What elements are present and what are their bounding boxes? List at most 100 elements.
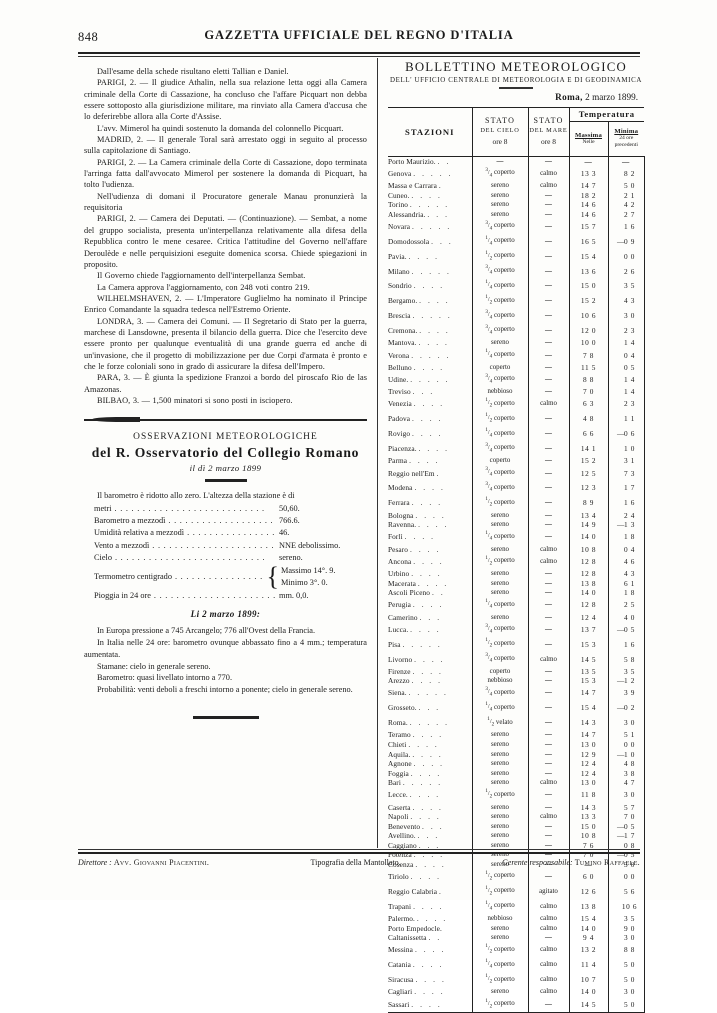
cell-stato-cielo: 3/4 coperto: [471, 622, 528, 637]
section-end-rule: [192, 715, 259, 719]
cell-stato-cielo: 1/4 coperto: [471, 899, 528, 915]
cell-stato-mare: calmo: [527, 957, 569, 973]
cell-station: Milano . . . . .: [388, 264, 472, 279]
cell-station: Treviso . . .: [388, 387, 472, 397]
cell-temperatura-minima: —0 6: [607, 426, 645, 442]
cell-temperatura-massima: 12 4: [568, 612, 608, 623]
cell-temperatura-minima: 1 8: [607, 588, 645, 598]
station-name: Bari: [388, 778, 403, 788]
no-data-dash: —: [545, 252, 552, 260]
cell-station: Novara . . . . .: [388, 219, 472, 234]
cell-temperatura-minima: 6 1: [607, 578, 645, 589]
cell-stato-cielo: 3/4 coperto: [471, 372, 528, 388]
station-name: Torino: [388, 200, 410, 210]
page-footer: Direttore : Avv. Giovanni Piacentini. Ti…: [78, 858, 640, 867]
cell-stato-mare: —: [527, 759, 569, 769]
leader-dots: . . . .: [414, 654, 446, 664]
no-data-dash: —: [545, 521, 552, 529]
cell-stato-cielo: 1/2 coperto: [471, 293, 528, 309]
no-data-dash: —: [545, 741, 552, 749]
cell-temperatura-massima: 10 8: [568, 831, 608, 841]
minus-sign: —: [617, 676, 625, 686]
reading-value: 46.: [279, 528, 290, 538]
cell-stato-mare: calmo: [527, 942, 569, 958]
station-name: Napoli: [388, 812, 411, 822]
header-stato-mare-line1: STATO: [533, 115, 564, 125]
forecast-note: Barometro: quasi livellato intorno a 770…: [97, 673, 233, 683]
leader-dots: . . . . .: [413, 168, 454, 178]
reading-value: 50,60.: [279, 503, 300, 513]
no-data-dash: —: [584, 156, 593, 166]
station-name: Roma.: [388, 718, 410, 728]
cell-stato-cielo: sereno: [471, 859, 528, 870]
station-name: Massa e Carrara: [388, 181, 439, 191]
cell-station: Chieti . . . .: [388, 740, 472, 750]
station-name: Modena: [388, 483, 415, 493]
cell-stato-cielo: sereno: [471, 821, 528, 832]
news-paragraph: PARIGI, 2. — La Camera criminale della C…: [84, 157, 367, 190]
station-name: Rovigo: [388, 429, 413, 439]
station-name: Agnone: [388, 759, 414, 769]
cell-temperatura-minima: —0 5: [607, 850, 645, 860]
cell-station: Trapani . . . .: [388, 899, 472, 914]
observatory-reading-row: Umidità relativa a mezzodì .............…: [84, 527, 367, 539]
cell-stato-mare: —: [527, 997, 569, 1013]
cell-stato-cielo: 1/4 coperto: [471, 597, 528, 613]
no-data-dash: —: [545, 511, 552, 519]
cell-temperatura-massima: 15 0: [568, 278, 608, 294]
fraction-glyph: 1/2: [485, 412, 493, 424]
leader-dots: . .: [428, 933, 442, 943]
cell-stato-cielo: 1/4 coperto: [471, 278, 528, 294]
station-name: Forlì: [388, 532, 405, 542]
leader-dots: .: [439, 887, 444, 897]
cell-stato-cielo: sereno: [471, 200, 528, 210]
leader-dots: . . . . .: [409, 200, 450, 210]
cell-temperatura-minima: 2 5: [607, 597, 645, 613]
cell-station: Potenza . . . .: [388, 850, 472, 860]
no-data-dash: —: [545, 445, 552, 453]
minus-sign: —: [617, 831, 625, 841]
cell-temperatura-massima: 14 9: [568, 520, 608, 530]
cell-station: Benevento . . .: [388, 822, 472, 832]
cell-stato-mare: —: [527, 338, 569, 348]
station-name: Messina: [388, 945, 415, 955]
footer-manager-name: Tumino Raffaele.: [574, 858, 640, 867]
station-name: Piacenza.: [388, 444, 419, 454]
cell-stato-mare: —: [527, 685, 569, 701]
cell-stato-cielo: sereno: [471, 568, 528, 579]
cell-temperatura-minima: 5 1: [607, 730, 645, 741]
no-data-dash: —: [545, 222, 552, 230]
footer-rule-thin: [78, 849, 640, 850]
no-data-dash: —: [545, 841, 552, 849]
cell-stato-cielo: 3/4 coperto: [471, 685, 528, 701]
cell-stato-mare: —: [527, 234, 569, 249]
station-name: Caggiano: [388, 840, 419, 850]
leader-dots: . . . .: [409, 456, 441, 466]
cell-temperatura-massima: 13 3: [568, 812, 608, 822]
cell-station: Cosenza . . . .: [388, 860, 472, 870]
header-massima: Massima: [574, 131, 603, 139]
header-stato-mare-line3: ore 8: [541, 136, 556, 146]
cell-temperatura-minima: 5 0: [607, 997, 645, 1013]
cell-stato-mare: —: [527, 636, 569, 652]
cell-temperatura-massima: 10 7: [568, 972, 608, 988]
station-name: Grosseto.: [388, 703, 419, 713]
news-paragraph: Nell'udienza di domani il Procuratore ge…: [84, 191, 367, 213]
bulletin-divider: [499, 87, 533, 89]
cell-temperatura-massima: 15 4: [568, 700, 608, 716]
cell-temperatura-massima: 8 8: [568, 372, 608, 388]
cell-stato-cielo: coperto: [471, 362, 528, 373]
masthead-rule-thick: [78, 52, 640, 54]
no-data-dash: —: [545, 376, 552, 383]
news-paragraph: PARIGI, 2. — Il giudice Athalin, nella s…: [84, 78, 367, 122]
cell-temperatura-massima: 16 5: [568, 234, 608, 249]
cell-stato-cielo: 1/4 coperto: [471, 700, 528, 716]
cell-station: Massa e Carrara .: [388, 181, 472, 191]
